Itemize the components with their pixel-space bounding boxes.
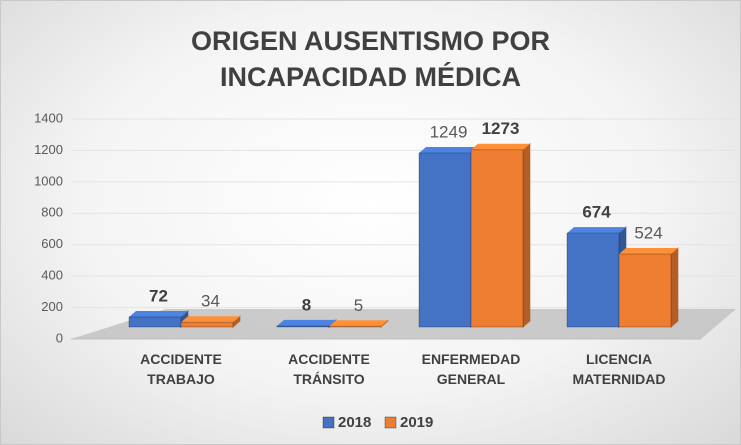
bar-top xyxy=(419,147,478,154)
bar-top xyxy=(567,227,626,234)
x-tick-label: LICENCIA MATERNIDAD xyxy=(572,351,666,387)
bar xyxy=(418,152,472,328)
bar xyxy=(618,253,672,328)
bar xyxy=(328,325,382,328)
chart-title: ORIGEN AUSENTISMO POR INCAPACIDAD MÉDICA xyxy=(190,26,551,92)
legend-label: 2019 xyxy=(400,414,433,431)
data-label: 5 xyxy=(354,296,363,315)
legend-swatch xyxy=(322,416,335,429)
data-label: 72 xyxy=(149,286,168,305)
bar-side xyxy=(670,246,679,329)
y-tick-label: 1000 xyxy=(34,173,63,188)
y-tick-label: 1200 xyxy=(34,142,63,157)
y-tick-label: 200 xyxy=(41,299,63,314)
legend-swatch xyxy=(384,416,397,429)
y-tick-label: 0 xyxy=(56,330,63,345)
y-tick-label: 600 xyxy=(41,236,63,251)
data-label: 1249 xyxy=(430,123,468,142)
y-tick-label: 800 xyxy=(41,205,63,220)
y-tick-label: 1400 xyxy=(34,110,63,125)
x-tick-label: ACCIDENTE TRABAJO xyxy=(140,351,222,387)
data-label: 524 xyxy=(634,223,662,242)
bar-top xyxy=(329,320,388,327)
bar xyxy=(566,232,620,328)
data-label: 674 xyxy=(582,203,611,222)
x-tick-label: ENFERMEDAD GENERAL xyxy=(421,351,521,387)
y-tick-label: 400 xyxy=(41,268,63,283)
data-label: 1273 xyxy=(482,119,520,138)
bar xyxy=(470,149,524,328)
bar-top xyxy=(471,143,530,150)
bar-top xyxy=(277,319,336,326)
data-label: 8 xyxy=(302,295,311,314)
bar xyxy=(276,325,330,328)
bar xyxy=(180,321,234,328)
bar-top xyxy=(619,248,678,255)
data-label: 34 xyxy=(201,292,220,311)
bar xyxy=(128,316,182,328)
bar-top xyxy=(181,316,240,323)
bar-side xyxy=(522,142,531,329)
x-tick-label: ACCIDENTE TRÁNSITO xyxy=(288,351,370,387)
legend-label: 2018 xyxy=(338,414,371,431)
bar-top xyxy=(129,310,188,317)
